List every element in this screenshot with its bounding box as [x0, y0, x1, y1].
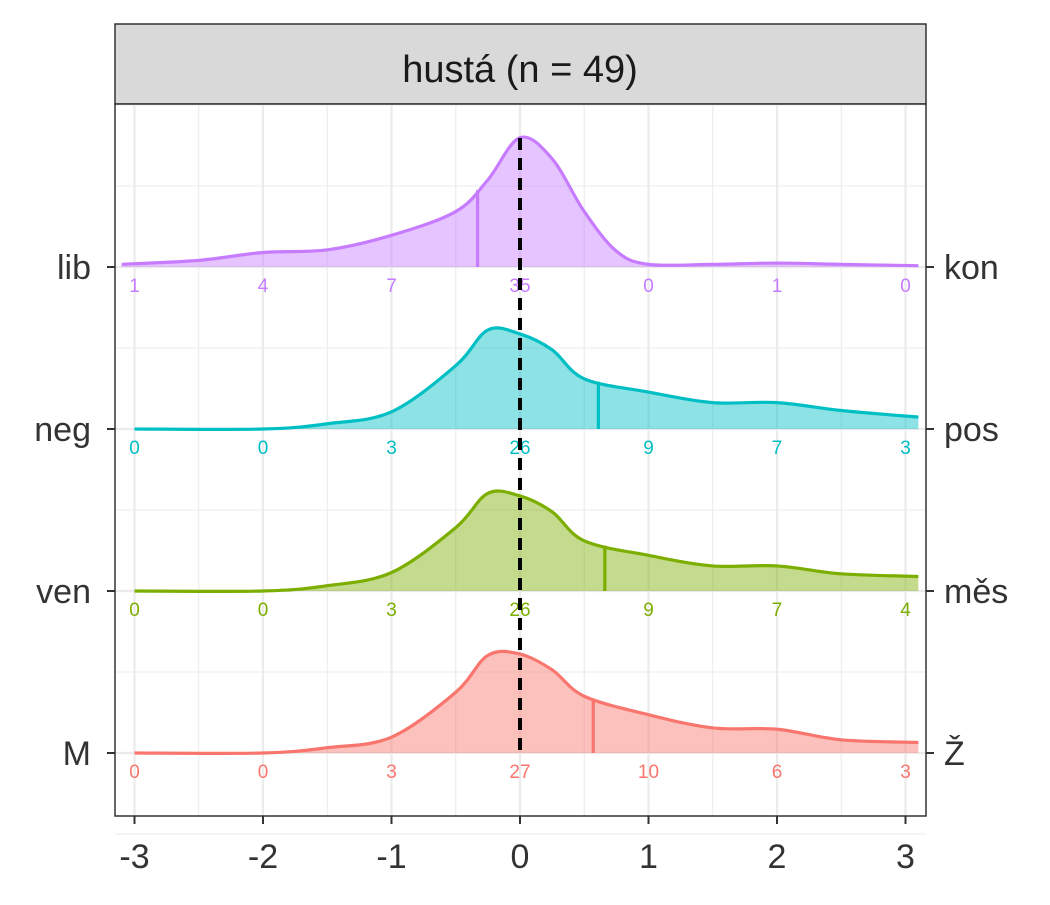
count-label: 6: [772, 762, 783, 783]
count-label: 7: [772, 438, 783, 459]
count-label: 0: [900, 276, 911, 297]
count-label: 3: [900, 438, 911, 459]
density-curve: [134, 649, 919, 755]
series-neg-pos: 00326973: [129, 326, 919, 459]
strip-background: [114, 23, 927, 105]
count-label: 10: [638, 762, 659, 783]
count-label: 9: [643, 600, 654, 621]
count-label: 0: [258, 762, 269, 783]
count-label: 3: [386, 762, 397, 783]
density-curve: [134, 489, 919, 593]
density-area: [134, 651, 919, 754]
axes-layer: -3 -2 -1 0 1 2 3 lib kon neg pos ven měs M Ž: [34, 249, 1008, 876]
y-tick-label-left: ven: [36, 573, 91, 611]
count-label: 0: [258, 600, 269, 621]
x-tick-label: -2: [248, 838, 278, 876]
x-tick-label: 2: [768, 838, 787, 876]
count-label: 1: [772, 276, 783, 297]
count-label: 0: [129, 438, 140, 459]
x-tick-label: -3: [119, 838, 149, 876]
y-tick-label-right: měs: [944, 573, 1008, 611]
y-tick-label-right: Ž: [944, 735, 965, 773]
count-label: 0: [258, 438, 269, 459]
density-curve: [134, 326, 919, 431]
count-label: 0: [129, 762, 140, 783]
series-ven-měs: 0 0 3 26 9 7 4: [129, 489, 919, 621]
count-label: 4: [258, 276, 269, 297]
x-tick-label: 0: [511, 838, 530, 876]
y-tick-label-left: neg: [34, 411, 91, 449]
x-tick-label: -1: [376, 838, 406, 876]
series-M-Ž: 0 0 3 27 10 6 3: [129, 649, 919, 783]
y-tick-label-right: pos: [944, 411, 999, 449]
count-label: 1: [129, 276, 140, 297]
count-label: 27: [509, 762, 530, 783]
count-label: 7: [386, 276, 397, 297]
y-tick-label-left: lib: [57, 249, 91, 287]
density-area: [134, 490, 919, 592]
count-label: 9: [643, 438, 654, 459]
count-label: 3: [386, 600, 397, 621]
count-label: 4: [900, 600, 911, 621]
count-label: 26: [509, 600, 530, 621]
x-tick-label: 3: [896, 838, 915, 876]
density-curve: [121, 135, 919, 268]
y-tick-label-left: M: [63, 735, 91, 773]
count-label: 3: [386, 438, 397, 459]
count-label: 3: [900, 762, 911, 783]
count-label: 0: [643, 276, 654, 297]
count-label: 0: [129, 600, 140, 621]
strip-title: hustá (n = 49): [402, 49, 638, 91]
x-tick-label: 1: [639, 838, 658, 876]
y-tick-label-right: kon: [944, 249, 999, 287]
count-label: 7: [772, 600, 783, 621]
